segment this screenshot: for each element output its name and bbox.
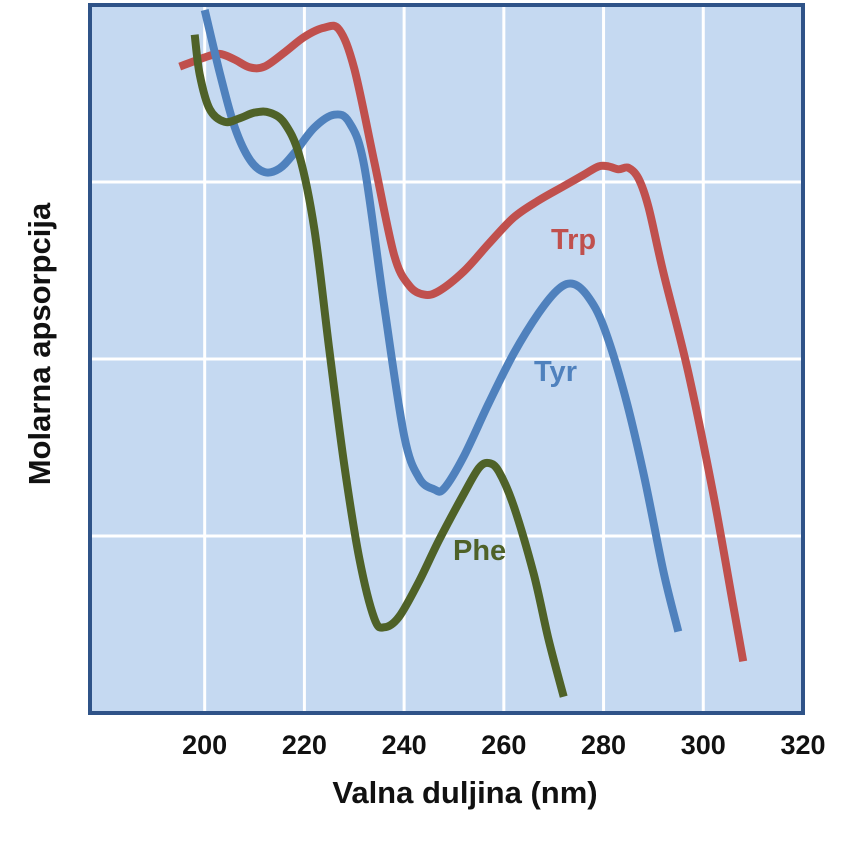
x-tick-label-220: 220 (282, 730, 327, 760)
series-lines (178, 9, 748, 698)
y-axis-title: Molarna apsorpcija (22, 202, 57, 485)
x-tick-label-240: 240 (382, 730, 427, 760)
x-axis-title: Valna duljina (nm) (332, 775, 597, 810)
x-tick-labels: 200 220 240 260 280 300 320 (182, 730, 825, 760)
series-line-trp (178, 21, 748, 663)
x-tick-label-300: 300 (681, 730, 726, 760)
x-tick-label-260: 260 (481, 730, 526, 760)
series-line-tyr (200, 9, 683, 633)
series-label-tyr: Tyr (534, 356, 577, 388)
series-label-trp: Trp (551, 224, 596, 256)
x-tick-label-200: 200 (182, 730, 227, 760)
series-label-phe: Phe (453, 535, 506, 567)
x-tick-label-280: 280 (581, 730, 626, 760)
grid-lines (90, 5, 803, 713)
series-line-phe (190, 34, 568, 698)
x-tick-label-320: 320 (780, 730, 825, 760)
plot-border (88, 3, 805, 715)
